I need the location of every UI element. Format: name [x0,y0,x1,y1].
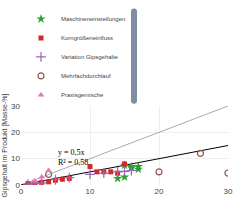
svg-text:Gipsgehalt im Produkt [Masse-%: Gipsgehalt im Produkt [Masse-%] [1,94,9,198]
svg-text:30: 30 [224,187,233,196]
svg-text:Mehrfachdurchlauf: Mehrfachdurchlauf [61,73,111,79]
svg-text:0: 0 [16,181,21,190]
svg-text:20: 20 [155,187,164,196]
svg-text:Praxisgemische: Praxisgemische [61,92,104,98]
svg-text:20: 20 [11,128,20,137]
svg-text:y = 0,5xR² = 0,58: y = 0,5xR² = 0,58 [58,148,88,167]
svg-text:Variation Gipsgehalte: Variation Gipsgehalte [61,54,119,60]
svg-text:10: 10 [86,187,95,196]
svg-text:30: 30 [11,102,20,111]
svg-text:0: 0 [19,187,24,196]
svg-text:10: 10 [11,154,20,163]
svg-text:Maschineneinstellungen: Maschineneinstellungen [61,16,125,22]
svg-text:Korngrößeneinfluss: Korngrößeneinfluss [61,35,113,41]
